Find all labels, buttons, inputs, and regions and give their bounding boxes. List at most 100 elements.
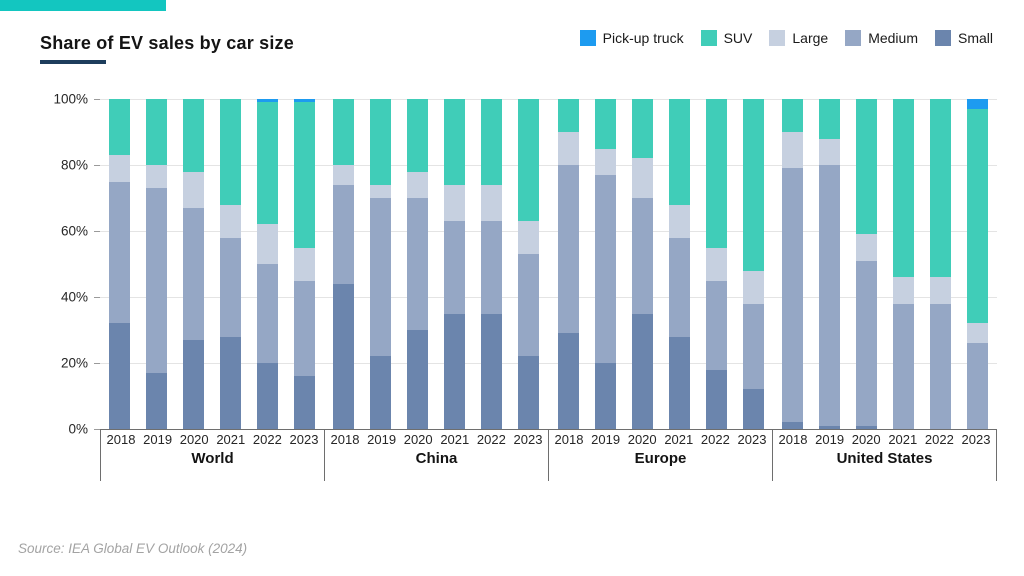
bar-united-states-2022 [929, 99, 951, 429]
bar-world-2021 [220, 99, 242, 429]
segment-small [631, 313, 653, 429]
segment-small [668, 336, 690, 429]
legend-label: SUV [723, 30, 753, 46]
segment-suv [481, 99, 503, 185]
segment-suv [333, 99, 355, 166]
segment-small [444, 313, 466, 429]
bar-china-2018 [333, 99, 355, 429]
segment-suv [705, 99, 727, 248]
segment-small [557, 333, 579, 429]
segment-medium [109, 181, 130, 324]
bar-china-2022 [481, 99, 503, 429]
segment-large [705, 247, 727, 281]
segment-large [594, 148, 616, 175]
segment-large [557, 132, 579, 166]
segment-small [742, 389, 764, 429]
segment-medium [929, 303, 951, 429]
x-axis-group-china: 2018 2019 2020 2021 2022 2023 China [324, 430, 548, 481]
year-label: 2021 [888, 432, 918, 447]
segment-suv [594, 99, 616, 149]
y-tick [94, 165, 100, 166]
segment-small [257, 363, 279, 429]
segment-large [742, 270, 764, 304]
year-label: 2018 [778, 432, 808, 447]
chart-legend: Pick-up truck SUV Large Medium Small [579, 30, 993, 46]
year-label: 2023 [961, 432, 991, 447]
segment-medium [781, 168, 803, 423]
segment-large [631, 158, 653, 198]
y-axis-label: 100% [53, 91, 88, 107]
bar-china-2020 [407, 99, 429, 429]
legend-item-suv: SUV [700, 30, 753, 46]
segment-suv [257, 102, 279, 225]
year-label: 2018 [554, 432, 584, 447]
year-label: 2021 [216, 432, 246, 447]
x-axis-group-world: 2018 2019 2020 2021 2022 2023 World [100, 430, 324, 481]
legend-swatch-large [769, 30, 786, 46]
y-tick [94, 231, 100, 232]
segment-small [594, 363, 616, 429]
segment-medium [407, 198, 429, 330]
year-label: 2019 [367, 432, 397, 447]
segment-pick-up-truck [257, 99, 279, 103]
bar-china-2023 [518, 99, 540, 429]
segment-large [294, 247, 316, 281]
segment-large [781, 132, 803, 169]
year-label: 2022 [924, 432, 954, 447]
segment-medium [631, 198, 653, 314]
bar-world-2022 [257, 99, 279, 429]
segment-medium [294, 280, 316, 377]
year-label: 2019 [591, 432, 621, 447]
segment-suv [220, 99, 242, 205]
year-label: 2020 [851, 432, 881, 447]
bar-europe-2019 [594, 99, 616, 429]
source-note: Source: IEA Global EV Outlook (2024) [18, 541, 248, 556]
segment-large [929, 277, 951, 304]
segment-suv [668, 99, 690, 205]
y-tick [94, 363, 100, 364]
year-label: 2020 [627, 432, 657, 447]
segment-small [481, 313, 503, 429]
bar-europe-2020 [631, 99, 653, 429]
segment-large [257, 224, 279, 264]
y-tick [94, 429, 100, 430]
group-label-china: China [415, 450, 458, 467]
segment-small [855, 425, 877, 429]
segment-large [892, 277, 914, 304]
segment-suv [183, 99, 205, 172]
bar-group-world [100, 99, 324, 429]
year-label: 2022 [476, 432, 506, 447]
segment-small [407, 330, 429, 429]
segment-medium [892, 303, 914, 429]
gridline-40 [100, 297, 997, 298]
segment-suv [929, 99, 951, 278]
segment-suv [444, 99, 466, 185]
years-row: 2018 2019 2020 2021 2022 2023 [549, 432, 772, 447]
segment-small [294, 376, 316, 429]
y-axis: 0% 20% 40% 60% 80% 100% [0, 92, 88, 437]
y-axis-label: 0% [68, 421, 88, 437]
segment-large [855, 234, 877, 261]
segment-medium [146, 188, 168, 373]
legend-swatch-pick-up-truck [579, 30, 596, 46]
legend-item-pick-up-truck: Pick-up truck [579, 30, 684, 46]
segment-large [668, 204, 690, 238]
segment-large [183, 171, 205, 208]
segment-medium [333, 184, 355, 284]
segment-small [818, 425, 840, 429]
legend-item-large: Large [769, 30, 828, 46]
page-title: Share of EV sales by car size [40, 33, 294, 53]
bar-europe-2023 [742, 99, 764, 429]
year-label: 2023 [513, 432, 543, 447]
segment-large [333, 165, 355, 185]
y-tick [94, 297, 100, 298]
segment-large [518, 221, 540, 255]
segment-suv [631, 99, 653, 159]
bar-united-states-2021 [892, 99, 914, 429]
years-row: 2018 2019 2020 2021 2022 2023 [325, 432, 548, 447]
segment-medium [220, 237, 242, 337]
segment-medium [444, 221, 466, 314]
legend-label: Small [957, 30, 993, 46]
segment-suv [109, 99, 130, 156]
segment-large [444, 184, 466, 222]
